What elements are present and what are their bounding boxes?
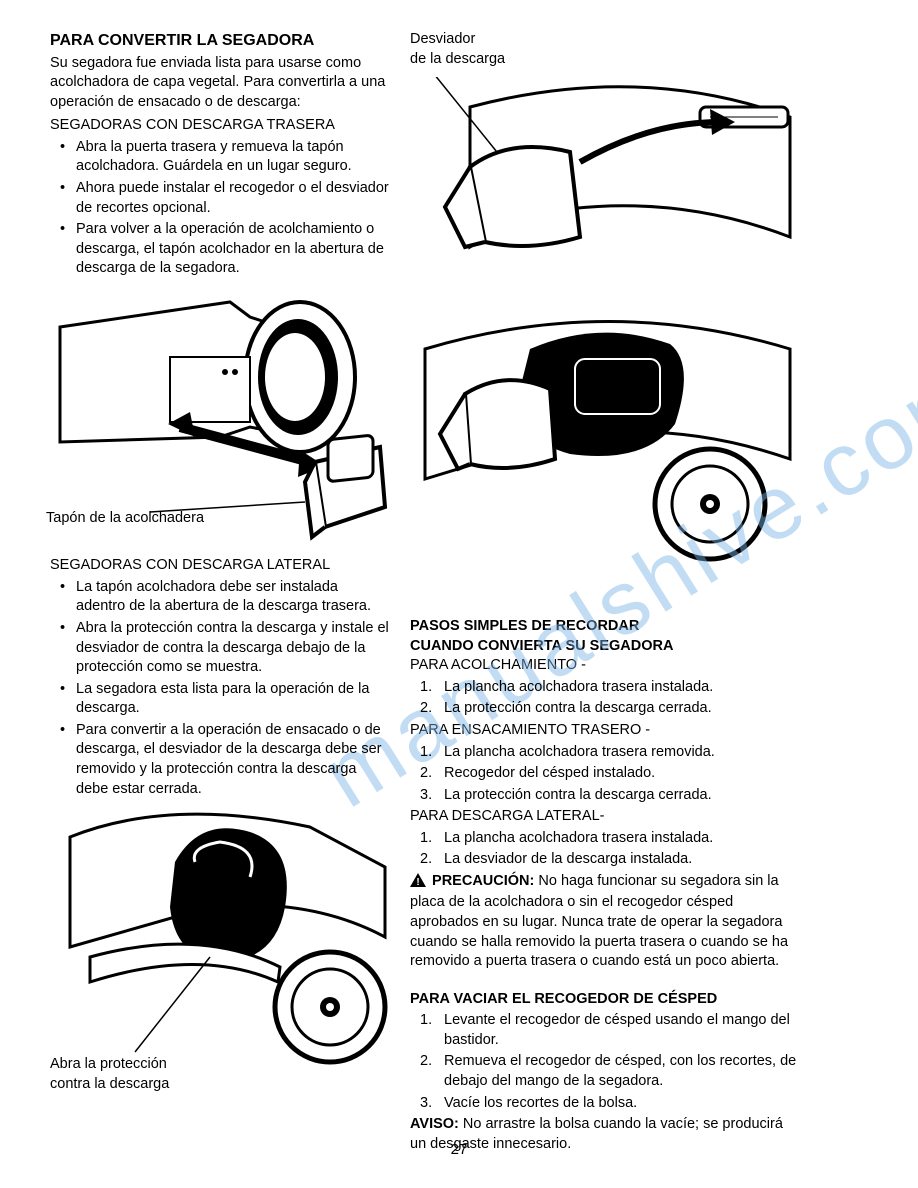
aviso-label: AVISO: (410, 1116, 459, 1132)
side-discharge-heading: SEGADORAS CON DESCARGA LATERAL (50, 556, 390, 576)
list-item: 1.Levante el recogedor de césped usando … (424, 1011, 800, 1050)
warning-icon: ! (410, 873, 426, 894)
bagging-subhead: PARA ENSACAMIENTO TRASERO - (410, 721, 800, 741)
list-item: 1.La plancha acolchadora trasera removid… (424, 743, 800, 763)
list-item: 1.La plancha acolchadora trasera instala… (424, 829, 800, 849)
list-item: 1.La plancha acolchadora trasera instala… (424, 678, 800, 698)
list-item: Para convertir a la operación de ensacad… (64, 721, 390, 799)
list-item: 2.La desviador de la descarga instalada. (424, 850, 800, 870)
caution-paragraph: ! PRECAUCIÓN: No haga funcionar su segad… (410, 872, 800, 972)
rear-discharge-heading: SEGADORAS CON DESCARGA TRASERA (50, 116, 390, 136)
list-item: 2.Remueva el recogedor de césped, con lo… (424, 1052, 800, 1091)
list-item: Abra la protección contra la descarga y … (64, 619, 390, 678)
side-discharge-list: La tapón acolchadora debe ser instalada … (50, 578, 390, 799)
svg-text:!: ! (416, 877, 419, 887)
list-item: 2.Recogedor del césped instalado. (424, 764, 800, 784)
list-item: 2.La protección contra la descarga cerra… (424, 699, 800, 719)
caution-label: PRECAUCIÓN: (432, 873, 534, 889)
steps-title-2: CUANDO CONVIERTA SU SEGADORA (410, 637, 800, 657)
open-guard-figure: Abra la protección contra la descarga (50, 807, 390, 1094)
main-title: PARA CONVERTIR LA SEGADORA (50, 30, 390, 52)
right-column: Desviador de la descarga (410, 30, 800, 1154)
list-item: 3.Vacíe los recortes de la bolsa. (424, 1094, 800, 1114)
list-item: La tapón acolchadora debe ser instalada … (64, 578, 390, 617)
page-columns: PARA CONVERTIR LA SEGADORA Su segadora f… (50, 30, 868, 1154)
side-list: 1.La plancha acolchadora trasera instala… (410, 829, 800, 870)
left-column: PARA CONVERTIR LA SEGADORA Su segadora f… (50, 30, 390, 1154)
list-item: 3.La protección contra la descarga cerra… (424, 786, 800, 806)
list-item: Ahora puede instalar el recogedor o el d… (64, 179, 390, 218)
page-number: 27 (0, 1140, 918, 1160)
list-item: Para volver a la operación de acolchamie… (64, 220, 390, 279)
empty-catcher-list: 1.Levante el recogedor de césped usando … (410, 1011, 800, 1113)
empty-catcher-title: PARA VACIAR EL RECOGEDOR DE CÉSPED (410, 990, 800, 1010)
list-item: Abra la puerta trasera y remueva la tapó… (64, 138, 390, 177)
deflector-mounted-figure (410, 309, 800, 569)
mulching-subhead: PARA ACOLCHAMIENTO - (410, 656, 800, 676)
side-subhead: PARA DESCARGA LATERAL- (410, 807, 800, 827)
mulch-plug-figure: Tapón de la acolchadera (50, 287, 390, 529)
rear-discharge-list: Abra la puerta trasera y remueva la tapó… (50, 138, 390, 279)
bagging-list: 1.La plancha acolchadora trasera removid… (410, 743, 800, 806)
deflector-label: Desviador de la descarga (410, 30, 800, 69)
list-item: La segadora esta lista para la operación… (64, 680, 390, 719)
intro-paragraph: Su segadora fue enviada lista para usars… (50, 54, 390, 113)
deflector-install-figure (410, 77, 800, 297)
steps-title-1: PASOS SIMPLES DE RECORDAR (410, 617, 800, 637)
mulching-list: 1.La plancha acolchadora trasera instala… (410, 678, 800, 719)
